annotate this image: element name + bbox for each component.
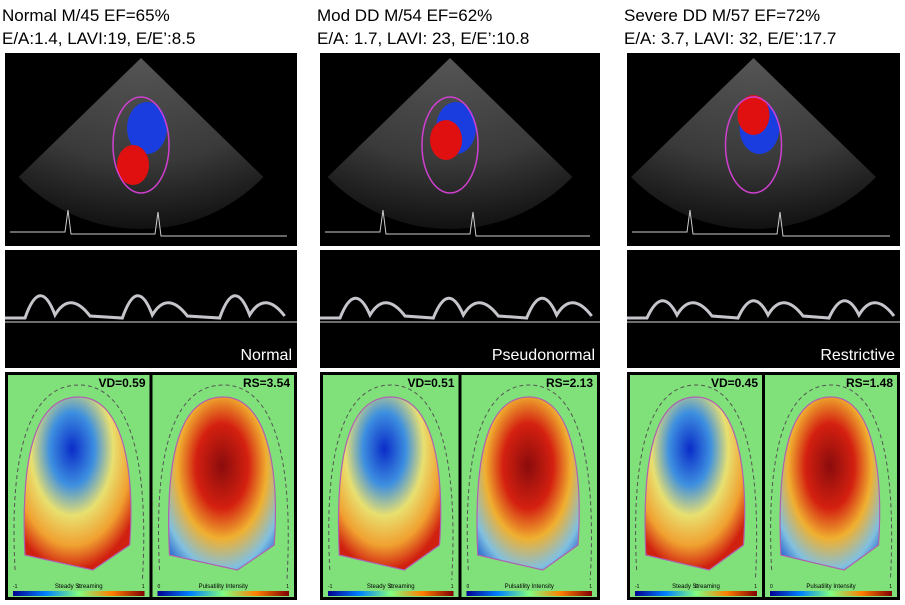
colorbar-tick: 1 [589, 584, 592, 590]
colorbar-tick: 1 [286, 584, 289, 590]
colorbar [466, 591, 592, 596]
rs-label: RS=3.54 [243, 376, 290, 390]
colorbar-tick: 1 [142, 584, 145, 590]
colorbar-tick: 1 [451, 584, 454, 590]
panel-title: Severe DD M/57 EF=72% [624, 6, 820, 25]
lv-outline [421, 96, 479, 194]
lv-dashed-outline [158, 384, 289, 581]
vd-field [644, 396, 746, 571]
colorbar-label: Pulsatility Intensity [199, 584, 248, 590]
panel-subtitle: E/A: 3.7, LAVI: 32, E/E’:17.7 [624, 29, 836, 48]
colorbar-label: Pulsatility Intensity [806, 584, 855, 590]
lv-outline [724, 96, 783, 194]
doppler-wave [5, 294, 286, 320]
colorbar-tick: -1 [635, 584, 640, 590]
colorbar [328, 591, 454, 596]
colorbar-label: Steady Streaming [672, 584, 720, 590]
colorbar [13, 591, 145, 596]
colorbar-tick: 0 [389, 584, 392, 590]
red-flow [117, 145, 149, 185]
ecg-trace [10, 209, 287, 237]
rs-field [476, 396, 580, 571]
panel-subtitle: E/A: 1.7, LAVI: 23, E/E’:10.8 [317, 29, 529, 48]
vd-field [337, 396, 442, 571]
colorbar-label: Pulsatility Intensity [505, 584, 554, 590]
panel-title: Normal M/45 EF=65% [2, 6, 170, 25]
panel-title: Mod DD M/54 EF=62% [317, 6, 492, 25]
rs-label: RS=2.13 [546, 376, 593, 390]
lv-dashed-outline [635, 384, 758, 581]
red-flow [737, 95, 770, 135]
vd-label: VD=0.51 [407, 376, 454, 390]
rs-field [779, 396, 881, 571]
pattern-label: Pseudonormal [492, 347, 595, 364]
colorbar-tick: -1 [328, 584, 333, 590]
vd-label: VD=0.45 [711, 376, 758, 390]
colorbar-tick: 0 [467, 584, 470, 590]
pattern-label: Restrictive [820, 347, 895, 364]
red-flow [430, 120, 462, 160]
lv-dashed-outline [328, 384, 454, 581]
lv-dashed-outline [13, 384, 145, 581]
lv-dashed-outline [466, 384, 592, 581]
vd-field [23, 396, 132, 571]
colorbar-tick: 1 [754, 584, 757, 590]
doppler-wave [627, 299, 896, 320]
rs-field [168, 396, 276, 571]
ecg-trace [632, 209, 890, 237]
colorbar-label: Steady Streaming [367, 584, 415, 590]
colorbar-tick: 0 [695, 584, 698, 590]
lv-dashed-outline [770, 384, 893, 581]
blue-flow [127, 102, 167, 154]
colorbar-tick: -1 [13, 584, 18, 590]
ecg-trace [325, 209, 590, 237]
lv-outline [112, 96, 170, 194]
colorbar [157, 591, 289, 596]
colorbar [635, 591, 757, 596]
colorbar-tick: 1 [889, 584, 892, 590]
vd-label: VD=0.59 [98, 376, 145, 390]
colorbar-tick: 0 [770, 584, 773, 590]
rs-label: RS=1.48 [846, 376, 893, 390]
panel-subtitle: E/A:1.4, LAVI:19, E/E’:8.5 [2, 29, 195, 48]
colorbar-label: Steady Streaming [55, 584, 103, 590]
colorbar [770, 591, 892, 596]
doppler-wave [320, 296, 593, 320]
colorbar-tick: 0 [77, 584, 80, 590]
colorbar-tick: 0 [158, 584, 161, 590]
pattern-label: Normal [240, 347, 292, 364]
